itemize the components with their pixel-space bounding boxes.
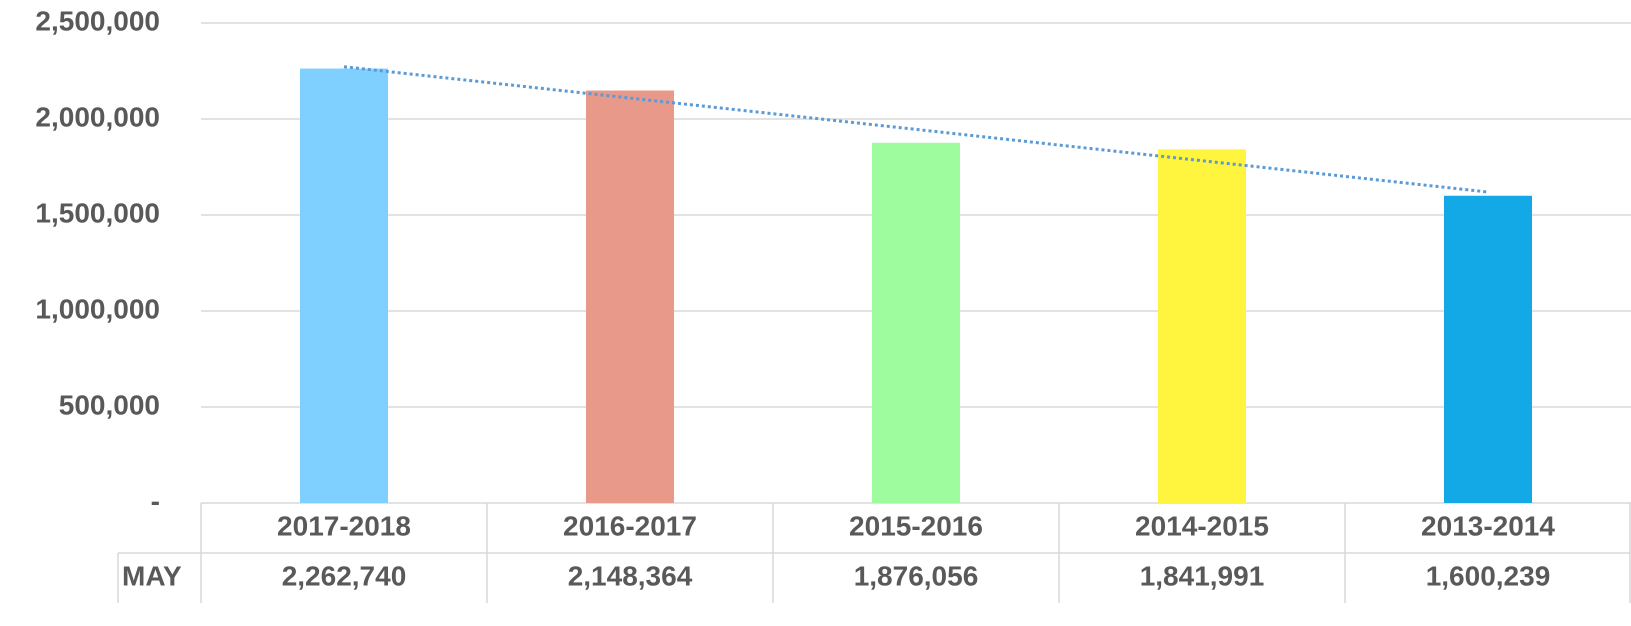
table-value: 1,876,056: [854, 560, 979, 591]
y-tick-label: 2,500,000: [35, 5, 160, 36]
table-value: 2,148,364: [568, 560, 693, 591]
table-value: 1,841,991: [1140, 560, 1265, 591]
x-tick-label: 2016-2017: [563, 510, 697, 541]
bar: [872, 142, 960, 503]
x-tick-label: 2015-2016: [849, 510, 983, 541]
y-tick-label: 1,000,000: [35, 293, 160, 324]
y-tick-label: 2,000,000: [35, 101, 160, 132]
table-value: 2,262,740: [282, 560, 407, 591]
x-tick-label: 2017-2018: [277, 510, 411, 541]
bar: [1158, 149, 1246, 504]
x-tick-label: 2014-2015: [1135, 510, 1269, 541]
y-tick-label: 1,500,000: [35, 197, 160, 228]
y-tick-label: 500,000: [59, 389, 160, 420]
bar: [1444, 195, 1532, 504]
x-tick-label: 2013-2014: [1421, 510, 1555, 541]
bar: [300, 68, 388, 503]
y-tick-label: -: [151, 485, 160, 516]
bar: [586, 90, 674, 504]
table-series-name: MAY: [122, 560, 182, 591]
table-value: 1,600,239: [1426, 560, 1551, 591]
